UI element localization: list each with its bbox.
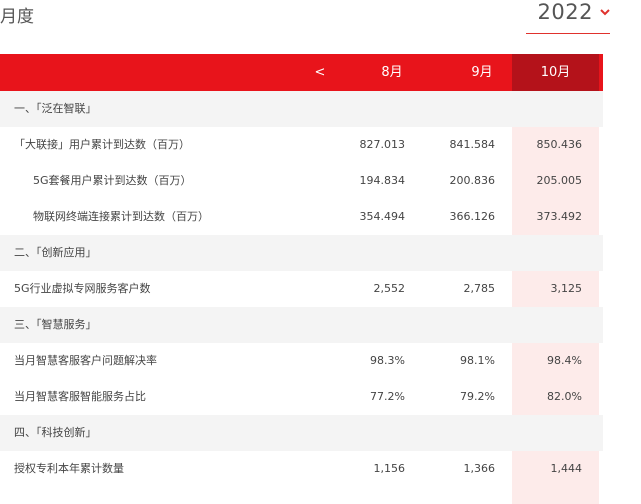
section-label: 一、「泛在智联」 bbox=[14, 102, 97, 115]
table-row: 5G套餐用户累计到达数（百万） 194.834 200.836 205.005 bbox=[0, 163, 603, 199]
year-underline bbox=[526, 33, 610, 34]
column-header-oct: 10月 bbox=[512, 54, 599, 91]
row-label: 5G套餐用户累计到达数（百万） bbox=[33, 174, 192, 187]
value-oct: 3,125 bbox=[550, 282, 583, 295]
value-sep: 79.2% bbox=[460, 390, 495, 403]
value-sep: 2,785 bbox=[463, 282, 496, 295]
value-sep: 366.126 bbox=[449, 210, 496, 223]
value-oct: 205.005 bbox=[536, 174, 583, 187]
value-oct: 98.4% bbox=[547, 354, 582, 367]
value-aug: 354.494 bbox=[359, 210, 406, 223]
section-label: 三、「智慧服务」 bbox=[14, 318, 97, 331]
value-aug: 194.834 bbox=[359, 174, 406, 187]
chevron-down-icon bbox=[600, 9, 610, 16]
value-oct: 373.492 bbox=[536, 210, 583, 223]
value-oct: 1,444 bbox=[550, 462, 583, 475]
row-label: 「大联接」用户累计到达数（百万） bbox=[14, 138, 190, 151]
section-label: 四、「科技创新」 bbox=[14, 426, 97, 439]
row-label: 物联网终端连接累计到达数（百万） bbox=[33, 210, 209, 223]
section-row: 一、「泛在智联」 bbox=[0, 91, 603, 127]
row-label: 当月智慧客服客户问题解决率 bbox=[14, 354, 157, 367]
value-aug: 2,552 bbox=[373, 282, 406, 295]
row-label: 授权专利本年累计数量 bbox=[14, 462, 124, 475]
value-oct: 82.0% bbox=[547, 390, 582, 403]
row-label: 当月智慧客服智能服务占比 bbox=[14, 390, 146, 403]
header-bar: 月度 2022 bbox=[0, 0, 641, 34]
row-label: 5G行业虚拟专网服务客户数 bbox=[14, 282, 151, 295]
year-value: 2022 bbox=[537, 0, 593, 24]
section-row: 二、「创新应用」 bbox=[0, 235, 603, 271]
section-row: 三、「智慧服务」 bbox=[0, 307, 603, 343]
value-aug: 98.3% bbox=[370, 354, 405, 367]
prev-month-button[interactable]: < bbox=[314, 65, 326, 80]
value-aug: 77.2% bbox=[370, 390, 405, 403]
value-aug: 1,156 bbox=[373, 462, 406, 475]
table-row: 当月智慧客服智能服务占比 77.2% 79.2% 82.0% bbox=[0, 379, 603, 415]
year-selector[interactable]: 2022 bbox=[538, 0, 611, 24]
value-sep: 841.584 bbox=[449, 138, 496, 151]
value-oct: 850.436 bbox=[536, 138, 583, 151]
value-aug: 827.013 bbox=[359, 138, 406, 151]
column-header-aug: 8月 bbox=[381, 65, 403, 80]
table-row: 当月智慧客服客户问题解决率 98.3% 98.1% 98.4% bbox=[0, 343, 603, 379]
page-title: 月度 bbox=[0, 7, 34, 27]
table-row: 5G行业虚拟专网服务客户数 2,552 2,785 3,125 bbox=[0, 271, 603, 307]
value-sep: 98.1% bbox=[460, 354, 495, 367]
table-header: < 8月 9月 10月 bbox=[0, 54, 603, 91]
table-row: 物联网终端连接累计到达数（百万） 354.494 366.126 373.492 bbox=[0, 199, 603, 235]
monthly-data-table: < 8月 9月 10月 一、「泛在智联」 「大联接」用户累计到达数（百万） 82… bbox=[0, 54, 603, 504]
column-header-sep: 9月 bbox=[471, 65, 493, 80]
section-label: 二、「创新应用」 bbox=[14, 246, 97, 259]
value-sep: 1,366 bbox=[463, 462, 496, 475]
value-sep: 200.836 bbox=[449, 174, 496, 187]
table-row: 「大联接」用户累计到达数（百万） 827.013 841.584 850.436 bbox=[0, 127, 603, 163]
section-row: 四、「科技创新」 bbox=[0, 415, 603, 451]
table-row: 授权专利本年累计数量 1,156 1,366 1,444 bbox=[0, 451, 603, 487]
